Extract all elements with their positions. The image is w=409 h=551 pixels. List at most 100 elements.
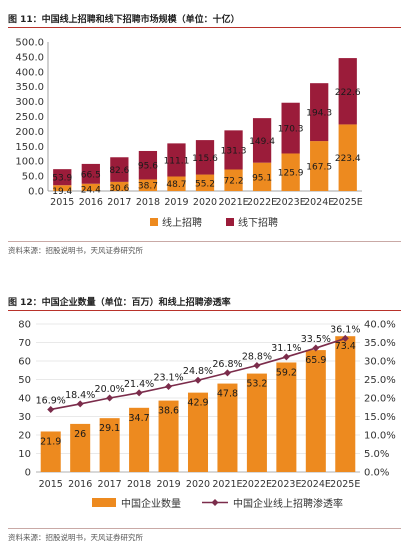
chart1-bar-online bbox=[224, 169, 243, 191]
chart1-y-tick-label: 300.0 bbox=[15, 97, 44, 108]
chart1-y-tick-label: 200.0 bbox=[15, 127, 44, 138]
chart1-data-label: 131.3 bbox=[221, 146, 247, 156]
chart2-x-tick-label: 2022E bbox=[242, 479, 272, 490]
chart2-line-marker bbox=[312, 344, 320, 352]
figure-11-title-rule bbox=[8, 27, 401, 28]
chart1-y-tick-label: 500.0 bbox=[15, 38, 44, 49]
chart2-x-tick-label: 2015 bbox=[39, 479, 63, 490]
chart1-legend-label: 线下招聘 bbox=[238, 216, 278, 229]
chart2-legend: 中国企业数量 中国企业线上招聘渗透率 bbox=[92, 497, 343, 510]
chart1-x-tick-label: 2021E bbox=[218, 197, 248, 208]
chart2-bar-label: 34.7 bbox=[129, 413, 150, 424]
chart2-y-tick-label: 0 bbox=[25, 468, 31, 479]
chart2-line-marker bbox=[106, 394, 114, 402]
chart1-data-label: 167.5 bbox=[306, 163, 332, 173]
chart2-line-marker bbox=[282, 353, 290, 361]
chart2-bar-enterprises bbox=[99, 418, 120, 472]
chart1-bar-offline bbox=[252, 118, 272, 163]
chart2-y2-tick-label: 30.0% bbox=[364, 357, 396, 368]
chart1-axes: 0.0 50.0 100.0 150.0 200.0 250.0 300.0 350.0 400… bbox=[15, 38, 362, 209]
chart2-x-tick-label: 2017 bbox=[98, 479, 122, 490]
figure-12-title-rule bbox=[8, 310, 401, 311]
chart2-bar-enterprises bbox=[70, 423, 91, 472]
chart1-x-tick-label: 2022E bbox=[247, 197, 277, 208]
chart1-data-label: 53.9 bbox=[52, 174, 72, 184]
chart1-data-label: 170.3 bbox=[278, 125, 304, 135]
chart2-y2-tick-label: 0.0% bbox=[364, 468, 389, 479]
chart2-bar-enterprises bbox=[158, 400, 179, 472]
chart2-x-tick-label: 2024E bbox=[301, 479, 331, 490]
chart1-bar-online bbox=[310, 141, 329, 191]
chart2-line-label: 20.0% bbox=[95, 384, 125, 395]
chart1-bar-online bbox=[338, 124, 357, 191]
chart1-x-tick-label: 2015 bbox=[50, 197, 74, 208]
chart2-line-label: 36.1% bbox=[330, 324, 360, 335]
chart1-bar-online bbox=[110, 181, 129, 191]
chart1-data-label: 24.4 bbox=[81, 186, 101, 196]
chart2-y2-tick-label: 25.0% bbox=[364, 375, 396, 386]
chart2-y2-tick-label: 5.0% bbox=[364, 449, 389, 460]
chart2-y2-tick-label: 40.0% bbox=[364, 320, 396, 331]
chart1-bar-online bbox=[167, 176, 186, 191]
chart2-bar-enterprises bbox=[246, 373, 267, 472]
chart1-data-label: 95.1 bbox=[252, 173, 272, 183]
chart2-line-label: 33.5% bbox=[301, 334, 331, 345]
chart2-line-label: 23.1% bbox=[153, 373, 183, 384]
chart1-y-tick-label: 0.0 bbox=[28, 187, 44, 198]
chart2-legend-swatch-marker bbox=[211, 499, 219, 506]
chart1-bar-online bbox=[53, 185, 72, 191]
chart2-x-tick-label: 2020 bbox=[186, 479, 210, 490]
chart1-data-label: 111.1 bbox=[164, 156, 190, 166]
chart1-bar-online bbox=[81, 183, 100, 191]
chart1-data-labels: 19.4 53.9 24.4 66.5 30.6 82.6 38.7 95.6 48.7 111.… bbox=[52, 88, 361, 197]
chart2-bar-enterprises bbox=[335, 336, 356, 472]
chart2-y2-tick-label: 20.0% bbox=[364, 394, 396, 405]
chart2-legend-swatch-bar bbox=[92, 498, 116, 507]
chart2-line-marker bbox=[165, 383, 173, 391]
chart1-bar-offline bbox=[138, 150, 158, 180]
chart2-bar-label: 21.9 bbox=[40, 436, 61, 447]
chart1-legend-swatch bbox=[226, 218, 234, 226]
chart1-y-tick-label: 150.0 bbox=[15, 142, 44, 153]
chart2-y2-tick-label: 35.0% bbox=[364, 338, 396, 349]
chart2-y-tick-label: 20 bbox=[18, 431, 31, 442]
chart1-legend-swatch bbox=[150, 218, 158, 226]
chart2-bar-enterprises bbox=[305, 350, 326, 472]
chart2-bar-label: 38.6 bbox=[158, 406, 179, 417]
chart-market-size: 0.0 50.0 100.0 150.0 200.0 250.0 300.0 350.0 400… bbox=[15, 38, 362, 230]
chart1-data-label: 95.6 bbox=[138, 162, 158, 172]
chart2-y2-tick-label: 10.0% bbox=[364, 431, 396, 442]
chart2-y-tick-label: 50 bbox=[18, 375, 31, 386]
chart2-bar-label: 53.2 bbox=[246, 379, 267, 390]
chart2-bar-label: 73.4 bbox=[335, 341, 356, 352]
chart2-line-label: 18.4% bbox=[65, 390, 95, 401]
chart1-bar-offline bbox=[81, 163, 100, 184]
chart1-bar-offline bbox=[281, 102, 300, 154]
chart1-bar-offline bbox=[110, 157, 129, 182]
chart1-data-label: 38.7 bbox=[138, 182, 158, 192]
chart2-y-tick-label: 80 bbox=[18, 320, 31, 331]
chart1-data-label: 66.5 bbox=[81, 170, 101, 180]
chart1-data-label: 55.2 bbox=[195, 179, 215, 189]
chart1-data-label: 222.6 bbox=[335, 88, 361, 98]
figure-11-source: 资料来源：招股说明书，天风证券研究所 bbox=[8, 246, 143, 255]
chart2-bar-label: 29.1 bbox=[99, 423, 120, 434]
chart2-bar-enterprises bbox=[187, 392, 209, 472]
chart2-y-tick-label: 60 bbox=[18, 357, 31, 368]
chart1-y-tick-label: 50.0 bbox=[22, 172, 44, 183]
chart1-data-label: 48.7 bbox=[166, 180, 186, 190]
chart2-bar-label: 47.8 bbox=[217, 389, 238, 400]
chart2-line-label: 31.1% bbox=[271, 343, 301, 354]
chart2-line-marker bbox=[223, 369, 231, 377]
chart2-line-label: 26.8% bbox=[212, 359, 242, 370]
chart2-y-tick-label: 10 bbox=[18, 449, 31, 460]
chart2-x-tick-label: 2023E bbox=[271, 479, 301, 490]
chart2-line-label: 28.8% bbox=[242, 351, 272, 362]
chart1-x-tick-label: 2025E bbox=[333, 197, 363, 208]
chart2-line-marker bbox=[76, 400, 84, 408]
chart1-x-tick-label: 2020 bbox=[193, 197, 217, 208]
chart2-x-tick-label: 2018 bbox=[127, 479, 151, 490]
chart2-legend-label: 中国企业数量 bbox=[121, 497, 181, 510]
chart1-x-tick-label: 2017 bbox=[107, 197, 131, 208]
chart1-y-tick-label: 350.0 bbox=[15, 82, 44, 93]
